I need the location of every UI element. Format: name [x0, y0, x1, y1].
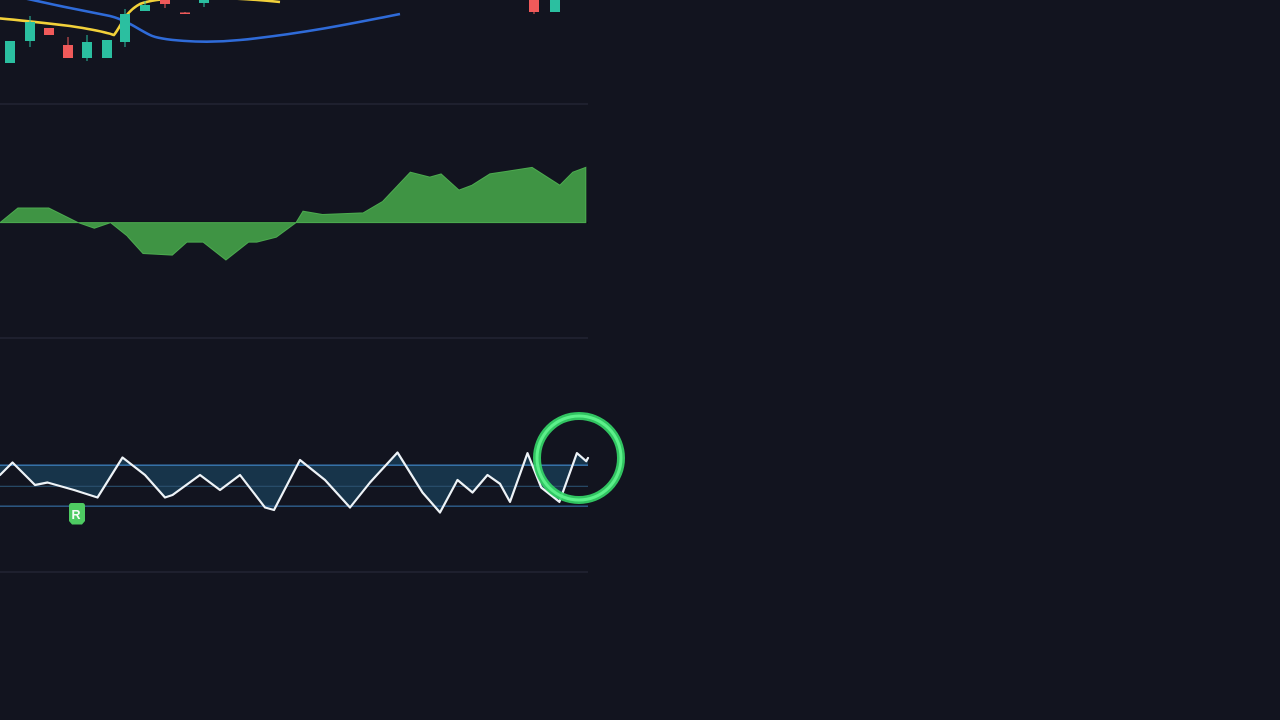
svg-text:R: R [71, 508, 80, 522]
